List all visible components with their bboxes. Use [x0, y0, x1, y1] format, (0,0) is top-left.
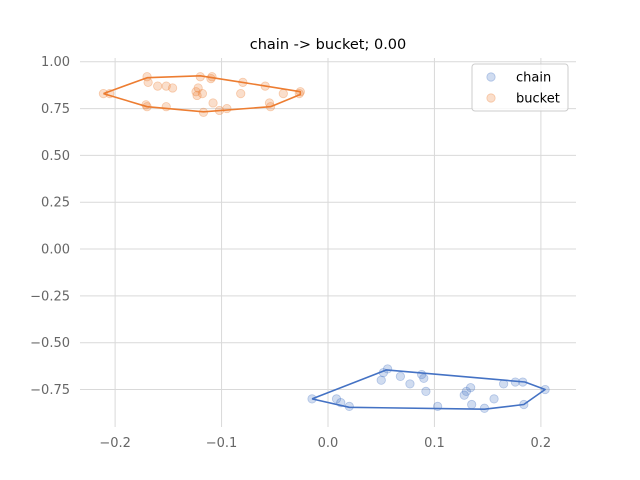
bucket-point — [198, 107, 209, 117]
bucket-point — [143, 77, 153, 87]
y-tick-label: 0.25 — [41, 196, 70, 211]
chain-point — [479, 403, 490, 413]
bucket-point — [294, 88, 304, 99]
y-tick-label: 0.00 — [41, 243, 70, 258]
x-tick-label: 0.1 — [424, 436, 445, 451]
y-tick-label: −0.25 — [30, 289, 70, 304]
legend-marker-chain — [486, 72, 496, 82]
bucket-point — [206, 74, 216, 84]
x-tick-label: −0.1 — [206, 436, 238, 451]
chain-point — [499, 379, 509, 389]
chain-point — [331, 394, 342, 404]
chain-point — [519, 399, 529, 410]
y-tick-label: 0.50 — [41, 149, 70, 164]
x-tick-label: −0.2 — [99, 436, 131, 451]
chain-point — [419, 373, 429, 383]
y-tick-label: −0.75 — [30, 383, 70, 398]
chain-point — [467, 399, 477, 410]
legend-label-bucket: bucket — [516, 92, 560, 107]
x-tick-label: 0.0 — [318, 436, 339, 451]
bucket-point — [192, 90, 202, 101]
bucket-point — [222, 103, 232, 114]
y-tick-label: 0.75 — [41, 102, 70, 117]
chain-point — [378, 368, 388, 378]
x-axis-ticks: −0.2 −0.1 0.0 0.1 0.2 — [99, 436, 551, 451]
chain-point — [489, 394, 499, 404]
scatter-points — [98, 72, 550, 413]
chain-point — [510, 377, 520, 387]
chain-point — [417, 369, 427, 380]
chain-point — [376, 375, 386, 385]
bucket-hull-line — [103, 75, 302, 113]
bucket-point — [207, 72, 217, 82]
bucket-point — [142, 102, 152, 112]
bucket-point — [142, 72, 152, 82]
chain-point — [433, 401, 443, 411]
chain-hull-line — [311, 369, 546, 411]
bucket-point — [265, 102, 276, 112]
legend: chain bucket — [471, 63, 569, 112]
legend-box — [471, 63, 569, 112]
chain-point — [461, 386, 471, 397]
bucket-point — [264, 98, 275, 108]
bucket-point — [193, 83, 203, 93]
bucket-point — [238, 77, 248, 87]
chart-title: chain -> bucket; 0.00 — [250, 37, 407, 53]
bucket-point — [161, 81, 171, 91]
chain-point — [336, 398, 346, 408]
chain-point — [466, 383, 476, 393]
bucket-point — [191, 87, 201, 97]
hull-lines — [103, 75, 546, 411]
chain-point — [421, 386, 431, 397]
chain-point — [518, 377, 528, 387]
bucket-point — [168, 83, 178, 93]
chain-point — [307, 394, 317, 404]
y-axis-ticks: 1.00 0.75 0.50 0.25 0.00 −0.25 −0.50 −0.75 — [30, 55, 70, 398]
bucket-point — [195, 72, 205, 82]
bucket-point — [141, 100, 151, 110]
chain-point — [383, 364, 393, 374]
bucket-point — [214, 105, 225, 116]
x-tick-label: 0.2 — [531, 436, 552, 451]
chain-point — [344, 401, 354, 411]
bucket-point — [153, 81, 163, 91]
y-tick-label: −0.50 — [30, 336, 70, 351]
bucket-point — [278, 88, 288, 99]
chain-point — [405, 379, 415, 389]
bucket-point — [260, 81, 270, 91]
chain-point — [395, 371, 405, 382]
bucket-point — [161, 102, 171, 112]
chain-point — [540, 384, 550, 395]
y-tick-label: 1.00 — [41, 55, 70, 70]
bucket-point — [208, 98, 218, 108]
bucket-point — [236, 88, 246, 99]
bucket-point — [295, 87, 305, 97]
bucket-point — [105, 88, 115, 99]
legend-marker-bucket — [486, 93, 496, 103]
chain-point — [459, 390, 469, 400]
legend-label-chain: chain — [516, 71, 551, 86]
grid — [80, 58, 576, 427]
bucket-point — [98, 88, 109, 99]
bucket-point — [197, 88, 208, 99]
